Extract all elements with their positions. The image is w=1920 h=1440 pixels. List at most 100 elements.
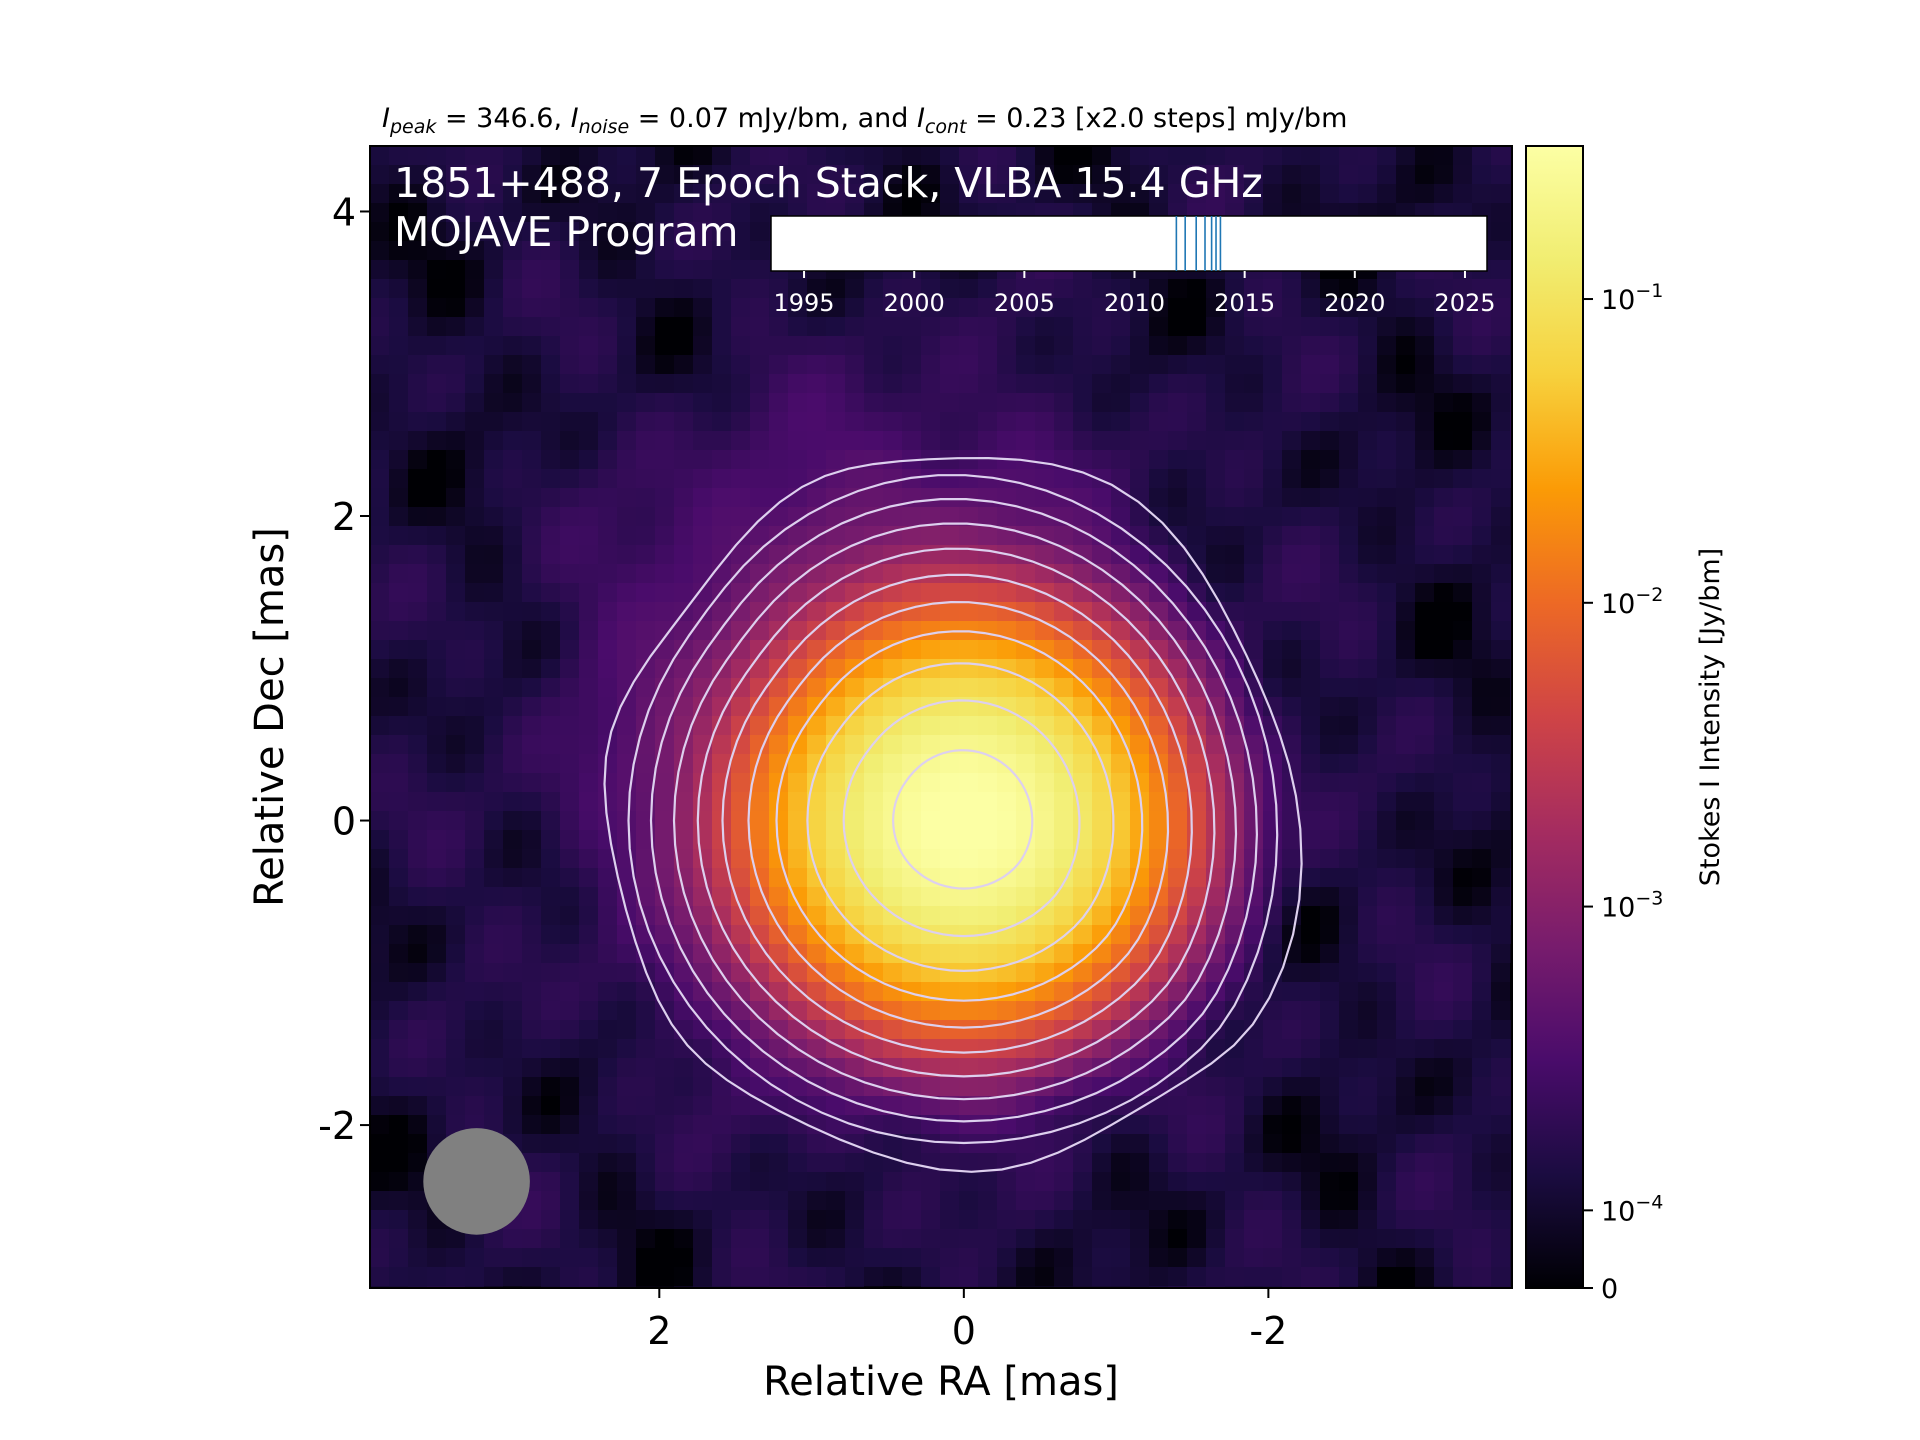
heatmap-cell — [1225, 450, 1245, 470]
heatmap-cell — [1206, 279, 1226, 299]
heatmap-cell — [997, 298, 1017, 318]
heatmap-cell — [959, 906, 979, 926]
heatmap-cell — [522, 1058, 542, 1078]
heatmap-cell — [1111, 469, 1131, 489]
heatmap-cell — [921, 469, 941, 489]
heatmap-cell — [1206, 1172, 1226, 1192]
y-axis-label: Relative Dec [mas] — [247, 527, 293, 907]
heatmap-cell — [731, 241, 751, 261]
heatmap-cell — [1035, 1191, 1055, 1211]
heatmap-cell — [446, 431, 466, 451]
heatmap-cell — [370, 241, 390, 261]
heatmap-cell — [1054, 1172, 1074, 1192]
heatmap-cell — [845, 469, 865, 489]
heatmap-cell — [1472, 1210, 1492, 1230]
heatmap-cell — [617, 982, 637, 1002]
header-stats: Ipeak = 346.6, Inoise = 0.07 mJy/bm, and… — [382, 103, 1347, 138]
heatmap-cell — [465, 431, 485, 451]
heatmap-cell — [522, 526, 542, 546]
heatmap-cell — [503, 963, 523, 983]
heatmap-cell — [598, 526, 618, 546]
heatmap-cell — [674, 412, 694, 432]
heatmap-cell — [1491, 222, 1511, 242]
heatmap-cell — [769, 982, 789, 1002]
heatmap-cell — [1111, 564, 1131, 584]
heatmap-cell — [807, 1001, 827, 1021]
heatmap-cell — [750, 317, 770, 337]
heatmap-cell — [769, 412, 789, 432]
heatmap-cell — [1073, 697, 1093, 717]
heatmap-cell — [1377, 735, 1397, 755]
heatmap-cell — [484, 887, 504, 907]
heatmap-cell — [1320, 1172, 1340, 1192]
heatmap-cell — [636, 906, 656, 926]
heatmap-cell — [807, 640, 827, 660]
heatmap-cell — [1415, 374, 1435, 394]
heatmap-cell — [750, 1267, 770, 1287]
heatmap-cell — [560, 526, 580, 546]
heatmap-cell — [1491, 1096, 1511, 1116]
heatmap-cell — [598, 887, 618, 907]
heatmap-cell — [750, 1058, 770, 1078]
heatmap-cell — [883, 792, 903, 812]
heatmap-cell — [370, 583, 390, 603]
heatmap-cell — [712, 526, 732, 546]
heatmap-cell — [769, 944, 789, 964]
heatmap-cell — [1453, 526, 1473, 546]
heatmap-cell — [1396, 792, 1416, 812]
heatmap-cell — [959, 412, 979, 432]
heatmap-cell — [1301, 1172, 1321, 1192]
heatmap-cell — [864, 374, 884, 394]
heatmap-cell — [655, 317, 675, 337]
heatmap-cell — [1396, 488, 1416, 508]
heatmap-cell — [940, 1115, 960, 1135]
heatmap-cell — [1358, 963, 1378, 983]
heatmap-cell — [1206, 887, 1226, 907]
heatmap-cell — [1111, 773, 1131, 793]
heatmap-cell — [978, 317, 998, 337]
heatmap-cell — [826, 1077, 846, 1097]
heatmap-cell — [1396, 887, 1416, 907]
heatmap-cell — [465, 374, 485, 394]
heatmap-cell — [845, 1058, 865, 1078]
heatmap-cell — [389, 887, 409, 907]
heatmap-cell — [845, 1248, 865, 1268]
heatmap-cell — [921, 374, 941, 394]
heatmap-cell — [1453, 469, 1473, 489]
heatmap-cell — [1206, 507, 1226, 527]
heatmap-cell — [1244, 982, 1264, 1002]
heatmap-cell — [1339, 1153, 1359, 1173]
heatmap-cell — [1472, 906, 1492, 926]
heatmap-cell — [1415, 1210, 1435, 1230]
heatmap-cell — [902, 1058, 922, 1078]
heatmap-cell — [636, 735, 656, 755]
heatmap-cell — [750, 1134, 770, 1154]
heatmap-cell — [1054, 792, 1074, 812]
heatmap-cell — [579, 1153, 599, 1173]
heatmap-cell — [541, 792, 561, 812]
heatmap-cell — [1415, 811, 1435, 831]
heatmap-cell — [579, 1058, 599, 1078]
heatmap-cell — [560, 545, 580, 565]
heatmap-cell — [579, 1039, 599, 1059]
heatmap-cell — [1187, 1115, 1207, 1135]
heatmap-cell — [978, 792, 998, 812]
heatmap-cell — [883, 1210, 903, 1230]
heatmap-cell — [883, 640, 903, 660]
heatmap-cell — [1206, 564, 1226, 584]
heatmap-cell — [579, 260, 599, 280]
heatmap-cell — [959, 659, 979, 679]
heatmap-cell — [636, 336, 656, 356]
heatmap-cell — [978, 754, 998, 774]
heatmap-cell — [1149, 1134, 1169, 1154]
heatmap-cell — [655, 526, 675, 546]
heatmap-cell — [1016, 1001, 1036, 1021]
heatmap-cell — [693, 355, 713, 375]
heatmap-cell — [807, 830, 827, 850]
heatmap-cell — [1130, 621, 1150, 641]
heatmap-cell — [674, 526, 694, 546]
heatmap-cell — [731, 374, 751, 394]
heatmap-cell — [1282, 1039, 1302, 1059]
heatmap-cell — [1111, 868, 1131, 888]
heatmap-cell — [1396, 678, 1416, 698]
